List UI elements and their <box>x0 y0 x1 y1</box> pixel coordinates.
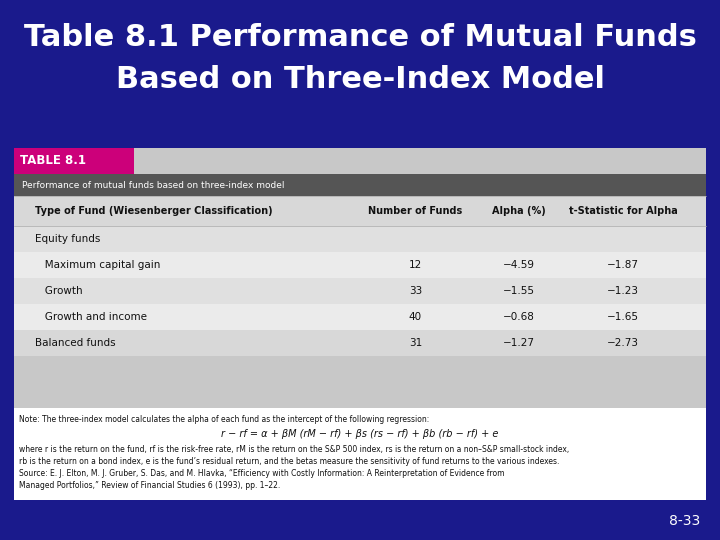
Bar <box>14 278 706 304</box>
Text: Note: The three-index model calculates the alpha of each fund as the intercept o: Note: The three-index model calculates t… <box>19 415 429 424</box>
Text: rb is the return on a bond index, e is the fund’s residual return, and the betas: rb is the return on a bond index, e is t… <box>19 457 559 466</box>
Text: 31: 31 <box>409 338 422 348</box>
Bar <box>14 196 706 226</box>
Text: Number of Funds: Number of Funds <box>368 206 462 216</box>
Bar <box>14 148 134 174</box>
Text: Table 8.1 Performance of Mutual Funds: Table 8.1 Performance of Mutual Funds <box>24 24 696 52</box>
Text: −1.27: −1.27 <box>503 338 535 348</box>
Bar <box>14 174 706 196</box>
Bar <box>14 304 706 330</box>
Text: −1.23: −1.23 <box>607 286 639 296</box>
Text: −4.59: −4.59 <box>503 260 535 270</box>
Text: Based on Three-Index Model: Based on Three-Index Model <box>115 65 605 94</box>
Text: 33: 33 <box>409 286 422 296</box>
Text: TABLE 8.1: TABLE 8.1 <box>20 154 86 167</box>
Text: −0.68: −0.68 <box>503 312 535 322</box>
Text: 40: 40 <box>409 312 422 322</box>
Text: −1.65: −1.65 <box>607 312 639 322</box>
Text: Growth: Growth <box>35 286 82 296</box>
Text: Type of Fund (Wiesenberger Classification): Type of Fund (Wiesenberger Classificatio… <box>35 206 272 216</box>
Text: r − rf = α + βM (rM − rf) + βs (rs − rf) + βb (rb − rf) + e: r − rf = α + βM (rM − rf) + βs (rs − rf)… <box>221 429 499 439</box>
Bar <box>14 330 706 356</box>
Text: Alpha (%): Alpha (%) <box>492 206 546 216</box>
Bar <box>14 148 706 408</box>
Bar <box>14 226 706 252</box>
Text: −2.73: −2.73 <box>607 338 639 348</box>
Text: where r is the return on the fund, rf is the risk-free rate, rM is the return on: where r is the return on the fund, rf is… <box>19 445 570 454</box>
Text: t-Statistic for Alpha: t-Statistic for Alpha <box>569 206 678 216</box>
Text: Performance of mutual funds based on three-index model: Performance of mutual funds based on thr… <box>22 180 284 190</box>
Text: Maximum capital gain: Maximum capital gain <box>35 260 160 270</box>
Text: 8-33: 8-33 <box>669 514 700 528</box>
Text: Balanced funds: Balanced funds <box>35 338 115 348</box>
Text: 12: 12 <box>409 260 422 270</box>
Text: Growth and income: Growth and income <box>35 312 147 322</box>
Bar <box>14 408 706 500</box>
Text: Equity funds: Equity funds <box>35 234 100 244</box>
Text: Source: E. J. Elton, M. J. Gruber, S. Das, and M. Hlavka, “Efficiency with Costl: Source: E. J. Elton, M. J. Gruber, S. Da… <box>19 469 505 478</box>
Text: −1.55: −1.55 <box>503 286 535 296</box>
Bar <box>14 252 706 278</box>
Text: Managed Portfolios,” Review of Financial Studies 6 (1993), pp. 1–22.: Managed Portfolios,” Review of Financial… <box>19 481 280 490</box>
Text: −1.87: −1.87 <box>607 260 639 270</box>
